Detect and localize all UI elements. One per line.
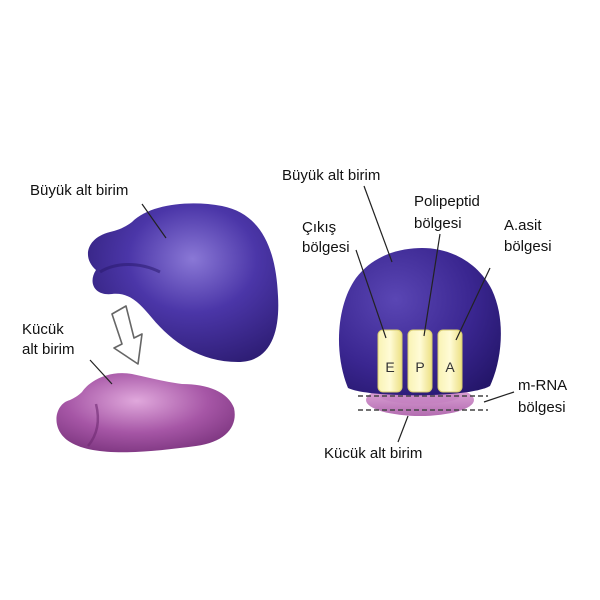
right-small-subunit-label: Kücük alt birim bbox=[324, 445, 423, 462]
polypeptide-site-leader bbox=[423, 233, 441, 337]
mrna-site-leader bbox=[483, 391, 515, 403]
left-small-subunit-leader bbox=[89, 359, 113, 385]
mrna-site-label-line2: bölgesi bbox=[518, 399, 566, 416]
down-arrow-icon bbox=[111, 305, 143, 365]
left-small-subunit bbox=[56, 373, 235, 453]
mrna-site-label-line1: m-RNA bbox=[518, 377, 568, 394]
left-large-subunit-label: Büyük alt birim bbox=[30, 182, 129, 199]
aminoacid-site-label-line1: A.asit bbox=[504, 217, 542, 234]
site-slot-p bbox=[407, 329, 433, 393]
left-small-subunit-label-line1: Kücük bbox=[22, 321, 64, 338]
aminoacid-site-label-line2: bölgesi bbox=[504, 238, 552, 255]
left-large-subunit bbox=[87, 203, 279, 362]
left-small-subunit-label-line2: alt birim bbox=[22, 341, 75, 358]
right-small-subunit-leader bbox=[397, 415, 409, 443]
exit-site-leader bbox=[355, 249, 387, 339]
site-slot-a bbox=[437, 329, 463, 393]
right-large-subunit-leader bbox=[363, 185, 393, 263]
slot-label-a: A bbox=[445, 359, 455, 375]
exit-site-label-line1: Çıkış bbox=[302, 219, 337, 236]
left-large-subunit-leader bbox=[141, 203, 167, 239]
exit-site-label-line2: bölgesi bbox=[302, 239, 350, 256]
polypeptide-site-label-line2: bölgesi bbox=[414, 215, 462, 232]
aminoacid-site-leader bbox=[455, 267, 491, 341]
slot-label-p: P bbox=[415, 359, 424, 375]
right-large-subunit-label: Büyük alt birim bbox=[282, 167, 381, 184]
polypeptide-site-label-line1: Polipeptid bbox=[414, 193, 480, 210]
slot-label-e: E bbox=[385, 359, 394, 375]
site-slot-e bbox=[377, 329, 403, 393]
mrna-strand bbox=[358, 395, 488, 411]
